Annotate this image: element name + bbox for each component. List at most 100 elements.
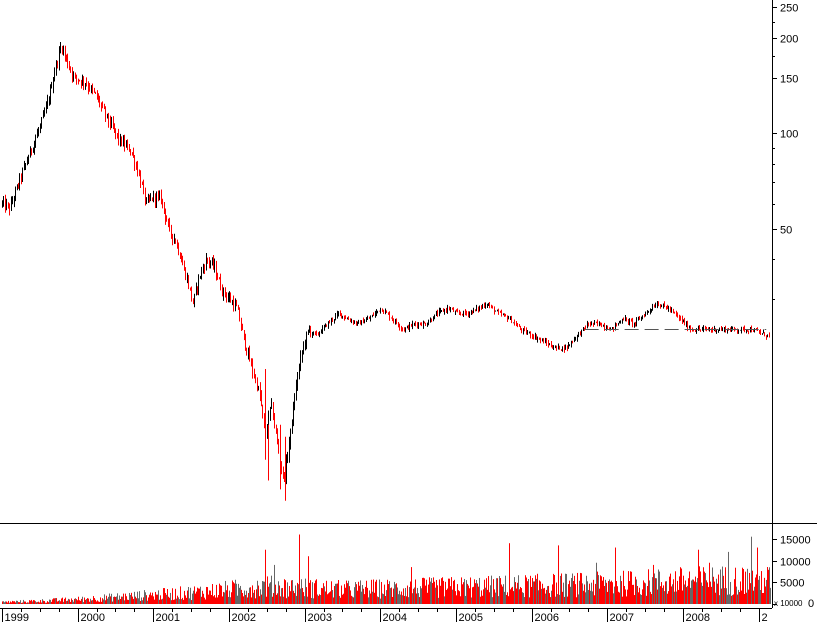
volume-bar <box>692 579 693 604</box>
volume-bar <box>57 601 58 604</box>
volume-bar <box>228 596 229 604</box>
volume-bar <box>502 586 503 604</box>
volume-bar <box>262 581 263 604</box>
volume-bar <box>15 602 16 604</box>
volume-bar <box>457 584 458 604</box>
volume-bar <box>75 598 76 604</box>
volume-bar <box>199 588 200 604</box>
volume-bar <box>297 582 298 604</box>
volume-bar <box>145 592 146 604</box>
volume-bar <box>673 579 674 604</box>
volume-bar <box>767 567 768 604</box>
volume-bar <box>244 590 245 604</box>
volume-bar <box>609 579 610 604</box>
volume-bar <box>545 593 546 604</box>
volume-bar <box>716 578 717 604</box>
volume-bar <box>86 599 87 604</box>
volume-bar <box>163 588 164 604</box>
volume-bar <box>226 590 227 604</box>
volume-bar <box>108 596 109 604</box>
price-tick-label: 50 <box>780 225 792 237</box>
volume-bar <box>101 601 102 604</box>
volume-bar <box>242 592 243 604</box>
volume-bar <box>721 588 722 604</box>
volume-bar <box>548 585 549 604</box>
volume-bar <box>316 579 317 604</box>
volume-bar <box>218 594 219 604</box>
volume-bar <box>688 578 689 604</box>
volume-bar <box>193 590 194 604</box>
volume-bar <box>363 588 364 604</box>
volume-bar <box>482 595 483 604</box>
volume-bar <box>539 580 540 604</box>
volume-bar <box>176 598 177 604</box>
volume-bar <box>300 588 301 604</box>
volume-bar <box>58 600 59 604</box>
volume-bar <box>241 589 242 604</box>
volume-bar <box>319 594 320 604</box>
volume-bar <box>255 598 256 604</box>
volume-bar <box>259 596 260 604</box>
volume-bar <box>662 587 663 604</box>
volume-bar <box>355 582 356 604</box>
volume-bar <box>474 579 475 604</box>
volume-bar <box>460 596 461 604</box>
volume-bar <box>757 547 758 604</box>
volume-bar <box>758 579 759 604</box>
volume-bar <box>367 587 368 604</box>
volume-bar <box>562 591 563 604</box>
volume-bar <box>718 574 719 604</box>
volume-bar <box>293 590 294 604</box>
volume-bar <box>152 592 153 604</box>
volume-bar <box>635 576 636 604</box>
volume-bar <box>404 595 405 604</box>
volume-bar <box>4 602 5 604</box>
volume-bar <box>104 594 105 604</box>
volume-bar <box>592 591 593 604</box>
volume-bar <box>677 580 678 604</box>
volume-bar <box>78 596 79 604</box>
volume-bar <box>35 601 36 604</box>
volume-bar <box>655 578 656 604</box>
volume-bar <box>93 596 94 604</box>
volume-bar <box>340 597 341 604</box>
volume-bar <box>12 600 13 604</box>
volume-bar <box>364 594 365 604</box>
volume-bar <box>164 588 165 604</box>
volume-bar <box>598 575 599 604</box>
volume-bar <box>666 581 667 604</box>
volume-bar <box>44 601 45 604</box>
volume-bar <box>401 591 402 604</box>
volume-bar <box>2 601 3 604</box>
volume-bar <box>27 602 28 604</box>
volume-bar <box>136 598 137 604</box>
volume-bar <box>409 587 410 604</box>
volume-bar <box>296 595 297 604</box>
volume-bar <box>446 589 447 604</box>
volume-bar <box>665 581 666 604</box>
volume-bar <box>476 579 477 604</box>
volume-bar <box>154 599 155 604</box>
volume-bar <box>122 596 123 604</box>
volume-bar <box>338 580 339 604</box>
volume-bar <box>680 567 681 604</box>
volume-bar <box>289 586 290 604</box>
volume-bar <box>644 582 645 604</box>
volume-bar <box>356 584 357 604</box>
volume-bar <box>484 579 485 604</box>
volume-bar <box>171 600 172 604</box>
volume-bar <box>672 584 673 604</box>
volume-bar <box>439 579 440 604</box>
volume-tick-label: 15000 <box>780 535 811 547</box>
volume-bar <box>191 600 192 604</box>
volume-bar <box>493 579 494 604</box>
volume-bar <box>420 586 421 604</box>
volume-bar <box>302 587 303 604</box>
volume-bar <box>485 587 486 604</box>
volume-bar <box>157 594 158 604</box>
volume-bar <box>748 589 749 604</box>
volume-bar <box>90 598 91 604</box>
volume-bar <box>11 602 12 604</box>
volume-bar <box>753 590 754 604</box>
volume-bar <box>80 600 81 604</box>
